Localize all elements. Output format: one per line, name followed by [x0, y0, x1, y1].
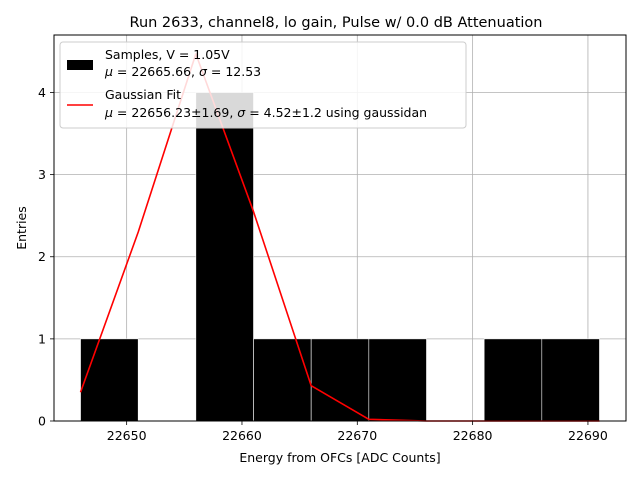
legend-samples-sigma: σ — [199, 64, 208, 79]
histogram-bar — [483, 338, 543, 422]
plot-frame — [53, 34, 627, 422]
histogram-bar — [195, 92, 254, 422]
histogram-bar — [541, 338, 600, 422]
legend-samples-mu: μ — [104, 64, 113, 79]
y-tick-label: 2 — [38, 249, 46, 264]
y-axis-ticks: 0 1 2 3 4 — [38, 85, 54, 429]
histogram-bar — [310, 338, 370, 422]
y-tick-label: 0 — [38, 414, 46, 429]
histogram-bar — [368, 338, 427, 422]
x-tick-label: 22650 — [107, 428, 147, 443]
x-tick-label: 22690 — [568, 428, 608, 443]
histogram-bar — [253, 338, 312, 422]
x-axis-label: Energy from OFCs [ADC Counts] — [239, 450, 440, 465]
legend-fit-mean: = 22656.23±1.69, — [113, 105, 237, 120]
x-tick-label: 22670 — [337, 428, 377, 443]
y-tick-label: 4 — [38, 85, 46, 100]
legend-samples-line1: Samples, V = 1.05V — [105, 47, 230, 62]
legend-fit-line1: Gaussian Fit — [105, 87, 181, 102]
y-tick-label: 1 — [38, 331, 46, 346]
x-tick-label: 22680 — [453, 428, 493, 443]
legend-fit-mu: μ — [104, 105, 113, 120]
y-axis-label: Entries — [14, 206, 29, 250]
legend-samples-mean: = 22665.66, — [113, 64, 199, 79]
legend-fit-sigma: σ — [237, 105, 246, 120]
legend-samples-std: = 12.53 — [207, 64, 261, 79]
legend: Samples, V = 1.05V μ = 22665.66, σ = 12.… — [59, 41, 467, 129]
legend-fit-std: = 4.52±1.2 using gaussidan — [245, 105, 427, 120]
legend-fit-line2: μ = 22656.23±1.69, σ = 4.52±1.2 using ga… — [104, 105, 427, 120]
x-axis-ticks: 22650 22660 22670 22680 22690 — [107, 421, 608, 443]
legend-samples-swatch — [67, 60, 93, 70]
legend-box — [59, 41, 467, 129]
histogram-bar — [80, 338, 139, 422]
histogram-bars — [80, 92, 600, 422]
legend-samples-line2: μ = 22665.66, σ = 12.53 — [104, 64, 261, 79]
y-tick-label: 3 — [38, 167, 46, 182]
chart-title: Run 2633, channel8, lo gain, Pulse w/ 0.… — [130, 15, 543, 31]
x-tick-label: 22660 — [222, 428, 262, 443]
